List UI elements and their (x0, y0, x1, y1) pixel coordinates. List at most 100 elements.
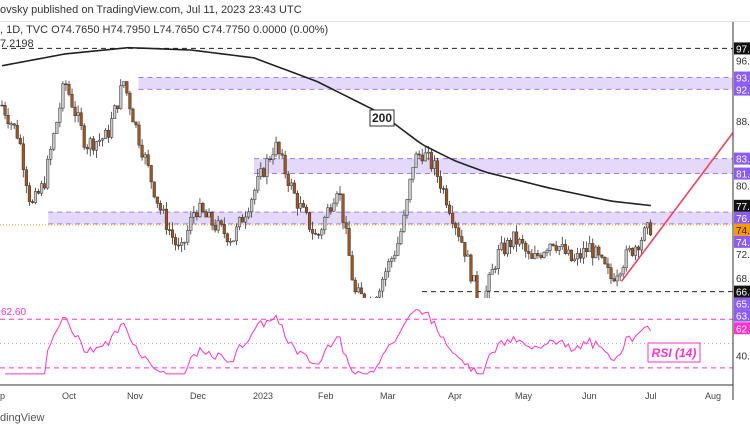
candle (180, 242, 184, 246)
candle (630, 247, 634, 256)
candle (30, 201, 34, 203)
candle (103, 130, 108, 140)
candle (289, 182, 293, 186)
candle (420, 154, 424, 162)
price-axis-label: 92. (736, 86, 750, 97)
candle (369, 301, 372, 308)
candle (204, 211, 208, 218)
ma200-line (1, 46, 651, 207)
candle (554, 245, 558, 251)
ma200-label: 200 (369, 109, 395, 127)
support-resistance-zone (138, 77, 733, 90)
candle (21, 143, 25, 170)
candle (241, 217, 245, 223)
candle (548, 243, 552, 251)
candle (311, 229, 315, 234)
candle (417, 153, 421, 156)
candle (457, 227, 461, 237)
candle (484, 290, 488, 298)
candle (493, 268, 497, 270)
candle (253, 189, 257, 200)
time-axis-label: Dec (190, 391, 207, 401)
candle (79, 112, 83, 126)
candle (12, 123, 16, 126)
candle (645, 222, 650, 229)
candle (262, 168, 266, 177)
candle (119, 85, 123, 109)
time-axis-label: May (515, 391, 533, 401)
ma200-label-text: 200 (372, 111, 392, 125)
candle (82, 125, 86, 148)
candle (216, 220, 220, 231)
candle (636, 246, 640, 251)
candle (414, 153, 418, 168)
candle (280, 153, 284, 156)
candle (152, 181, 156, 198)
candle (496, 249, 500, 269)
candle (27, 185, 31, 202)
support-resistance-zone (48, 212, 733, 224)
candle (125, 81, 129, 94)
candle (286, 173, 290, 186)
candle (201, 203, 205, 212)
candle (91, 138, 95, 151)
time-axis-label: Feb (318, 391, 334, 401)
candle (237, 217, 242, 228)
candle (140, 144, 144, 158)
candle (530, 253, 534, 259)
candle (247, 211, 251, 218)
candle (149, 165, 153, 183)
candle (292, 182, 296, 194)
candle (594, 246, 598, 259)
candle (390, 258, 394, 262)
candle (463, 242, 467, 257)
price-label-bg (734, 297, 750, 310)
candle (396, 243, 400, 256)
candle (265, 158, 269, 177)
candle (521, 239, 525, 244)
candle (527, 250, 531, 254)
price-chart[interactable]: 200 RSI (14) 62.60 97.96. 93.92. 88. 83. 81.80.… (0, 0, 750, 410)
price-axis-label: 76. (736, 214, 750, 225)
candle (624, 249, 628, 268)
candle (320, 229, 324, 236)
time-axis-label: Jun (582, 391, 597, 401)
candle (515, 231, 519, 245)
candle (192, 212, 196, 218)
candle (378, 290, 382, 298)
candle (134, 121, 138, 126)
candle (189, 216, 193, 231)
candle (338, 193, 342, 195)
time-axis-label: Nov (127, 391, 144, 401)
candle (551, 243, 555, 246)
candle (448, 204, 452, 214)
candle (408, 178, 412, 200)
candle (542, 252, 546, 258)
candle (359, 287, 363, 295)
candle (429, 151, 433, 169)
candle (122, 81, 126, 86)
candle (274, 141, 278, 156)
candle (3, 105, 7, 116)
candle (356, 287, 360, 293)
candle (219, 220, 223, 225)
candle (475, 275, 479, 298)
time-axis-label: Aug (705, 391, 721, 401)
candle (67, 84, 71, 95)
candle (36, 191, 41, 194)
candle (502, 242, 506, 255)
candle (499, 242, 503, 250)
candle (61, 83, 65, 109)
candle (0, 104, 4, 107)
candle (579, 253, 583, 259)
candle (170, 229, 175, 238)
candle (94, 141, 98, 151)
price-label-bg (734, 285, 750, 298)
candle (482, 309, 485, 311)
candle (362, 293, 366, 298)
candle (445, 188, 449, 206)
candle (426, 151, 430, 154)
candle (167, 229, 172, 231)
candle (490, 269, 494, 275)
candle (557, 246, 561, 251)
